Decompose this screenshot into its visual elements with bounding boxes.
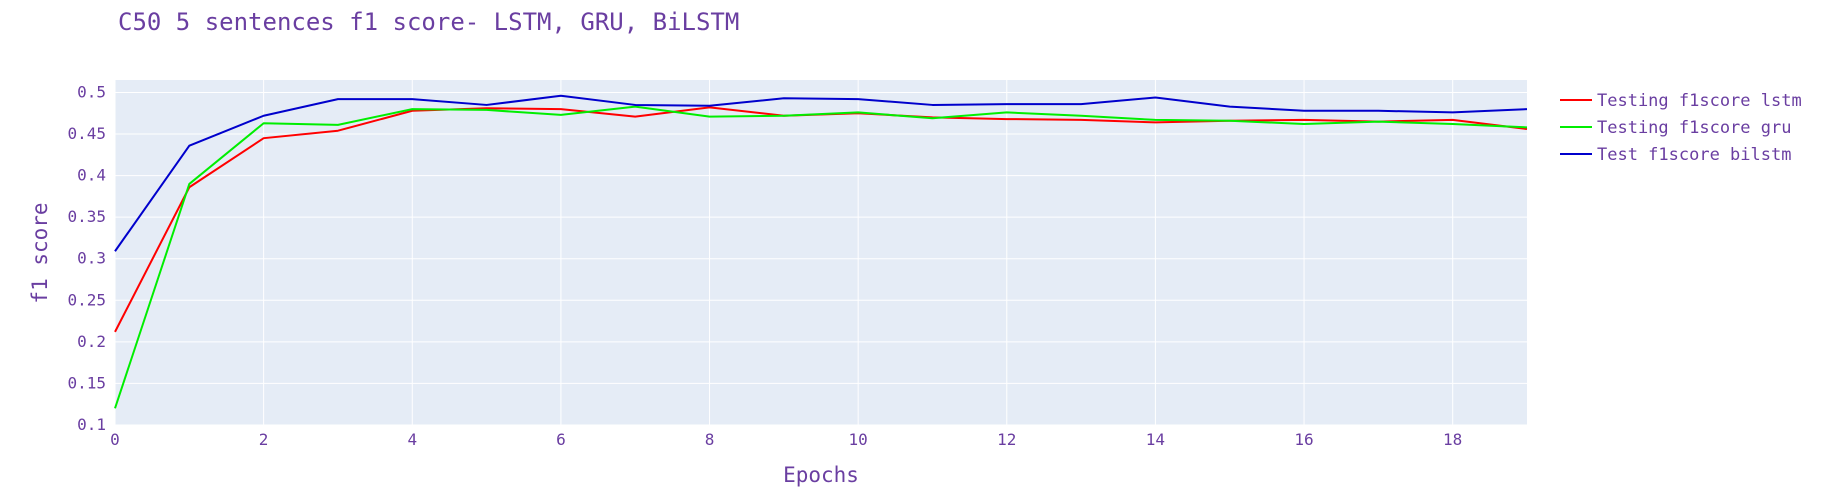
- y-tick-label: 0.2: [77, 332, 106, 351]
- y-tick-label: 0.25: [67, 290, 106, 309]
- y-tick-label: 0.5: [77, 82, 106, 101]
- legend-label: Test f1score bilstm: [1597, 145, 1791, 165]
- legend-item[interactable]: Testing f1score lstm: [1560, 91, 1802, 111]
- x-tick-label: 2: [259, 430, 269, 449]
- x-tick-label: 18: [1443, 430, 1462, 449]
- x-tick-label: 10: [849, 430, 868, 449]
- x-axis-title: Epochs: [783, 463, 859, 487]
- y-tick-label: 0.45: [67, 124, 106, 143]
- x-axis-ticks: 0 2 4 6 8 10 12 14 16 18: [110, 430, 1462, 449]
- plot-area: [115, 80, 1527, 425]
- legend-item[interactable]: Testing f1score gru: [1560, 118, 1791, 138]
- y-axis-title: f1 score: [28, 202, 52, 303]
- y-tick-label: 0.1: [77, 415, 106, 434]
- legend-item[interactable]: Test f1score bilstm: [1560, 145, 1791, 165]
- series-lines: [114, 94, 1528, 409]
- x-tick-label: 14: [1146, 430, 1165, 449]
- series-line: [114, 105, 1528, 409]
- y-tick-label: 0.3: [77, 249, 106, 268]
- series-line: [114, 94, 1528, 252]
- y-tick-label: 0.35: [67, 207, 106, 226]
- grid-lines: [114, 80, 1527, 426]
- x-tick-label: 12: [997, 430, 1016, 449]
- legend-label: Testing f1score gru: [1597, 118, 1791, 138]
- x-tick-label: 4: [407, 430, 417, 449]
- x-tick-label: 0: [110, 430, 120, 449]
- x-tick-label: 16: [1294, 430, 1313, 449]
- y-axis-ticks: 0.1 0.15 0.2 0.25 0.3 0.35 0.4 0.45 0.5: [67, 82, 106, 434]
- chart-title: C50 5 sentences f1 score- LSTM, GRU, BiL…: [118, 8, 739, 36]
- y-tick-label: 0.4: [77, 166, 106, 185]
- legend[interactable]: Testing f1score lstm Testing f1score gru T…: [1560, 91, 1802, 165]
- x-tick-label: 8: [705, 430, 715, 449]
- y-tick-label: 0.15: [67, 373, 106, 392]
- legend-label: Testing f1score lstm: [1597, 91, 1802, 111]
- x-tick-label: 6: [556, 430, 566, 449]
